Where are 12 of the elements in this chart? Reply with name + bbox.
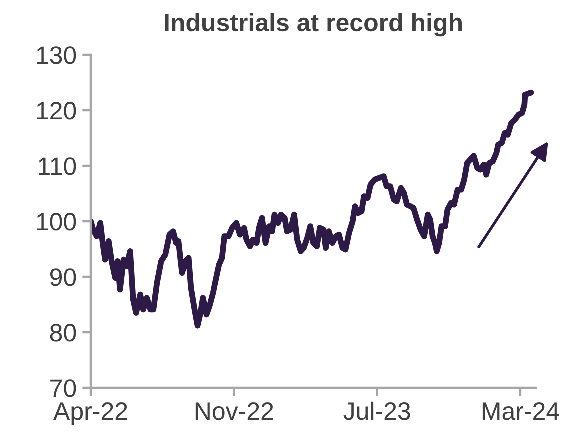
y-tick-label: 120 [37,102,76,120]
chart-title: Industrials at record high [165,13,462,37]
y-tick-label: 130 [37,46,76,64]
y-tick-label: 70 [50,380,76,398]
x-tick-label: Apr-22 [54,402,128,426]
y-tick-label: 110 [39,158,76,176]
y-tick-label: 80 [50,324,76,342]
x-tick-label: Nov-22 [196,402,274,420]
y-tick-label: 90 [50,268,76,286]
x-tick-label: Jul-23 [344,402,410,420]
y-tick-label: 100 [37,213,76,231]
x-tick-label: Mar-24 [482,402,560,420]
